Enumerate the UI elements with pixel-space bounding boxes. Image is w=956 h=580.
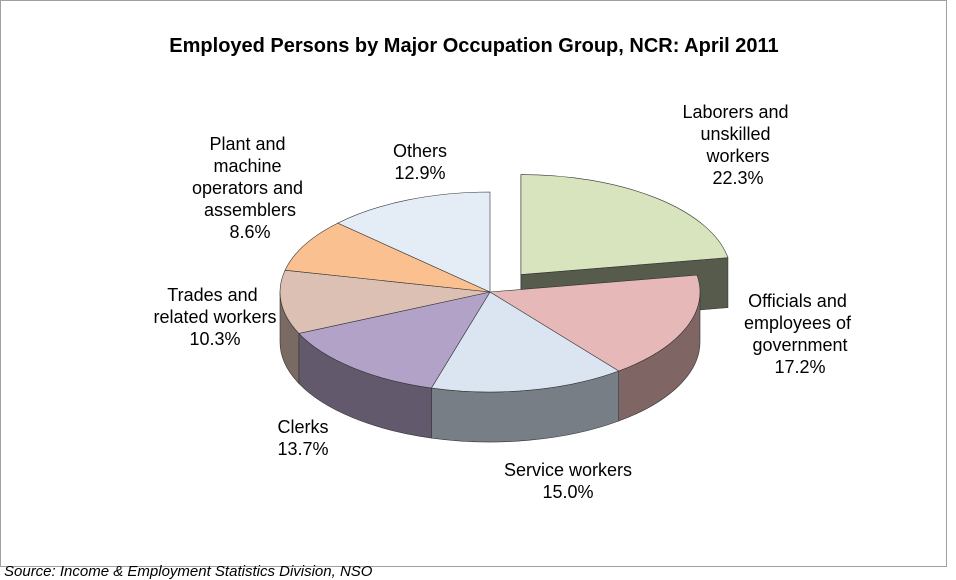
category-label-line: Laborers and [682, 102, 793, 122]
category-label-line: assemblers [204, 200, 296, 220]
category-label-line: operators and [192, 178, 308, 198]
value-label: 12.9% [394, 163, 445, 183]
chart-title: Employed Persons by Major Occupation Gro… [169, 35, 778, 57]
category-label-line: related workers [153, 307, 276, 327]
category-label-line: employees of [744, 313, 856, 333]
category-label: Clerks [277, 417, 328, 437]
category-label: Laborers and unskilled workers [682, 102, 793, 166]
category-label: Service workers [504, 460, 632, 480]
category-label-line: Clerks [277, 417, 328, 437]
category-label-line: machine [213, 156, 286, 176]
slice [279, 269, 491, 334]
value-label: 15.0% [542, 482, 593, 502]
slice [430, 291, 620, 393]
category-label-line: Others [393, 141, 447, 161]
category-label: Trades and related workers [153, 285, 276, 327]
value-label: 13.7% [277, 439, 328, 459]
category-label-line: Officials and [748, 291, 852, 311]
value-label: 22.3% [712, 168, 763, 188]
value-label: 10.3% [189, 329, 240, 349]
value-label: 17.2% [774, 357, 825, 377]
value-label: 8.6% [229, 222, 270, 242]
category-label-line: government [752, 335, 847, 355]
slice [337, 191, 491, 293]
slice [489, 274, 701, 372]
category-label-line: Plant and [209, 134, 290, 154]
category-label: Others [393, 141, 447, 161]
category-label-line: Trades and [167, 285, 262, 305]
slice [298, 291, 491, 389]
source-note: Source: Income & Employment Statistics D… [4, 563, 373, 580]
category-label: Plant and machine operators and assemble… [192, 134, 308, 220]
category-label-line: workers [705, 146, 769, 166]
slice [284, 222, 491, 293]
category-label-line: Service workers [504, 460, 632, 480]
slice [520, 174, 729, 275]
category-label-line: unskilled [700, 124, 775, 144]
category-label: Officials and employees of government [744, 291, 856, 355]
